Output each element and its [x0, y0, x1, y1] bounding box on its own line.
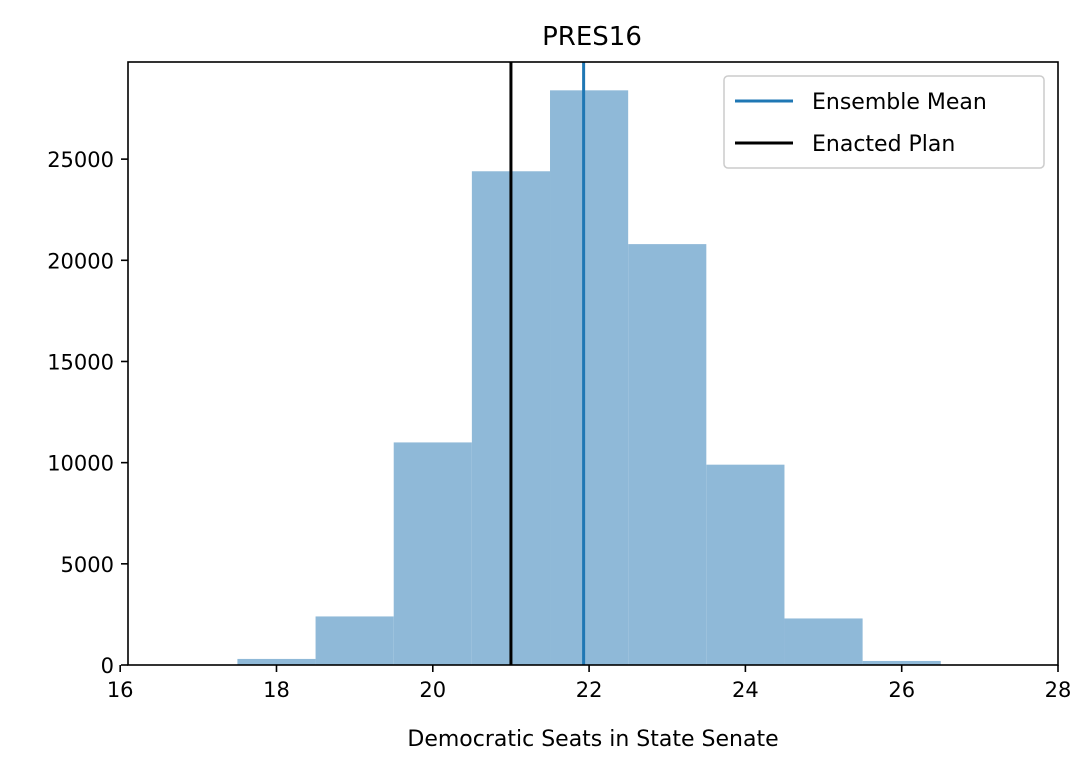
histogram-bar-5: [628, 244, 707, 666]
histogram-bars: [237, 90, 941, 666]
x-tick-label: 22: [576, 678, 603, 702]
x-tick-label: 20: [419, 678, 446, 702]
reference-lines: [509, 62, 586, 665]
histogram-bar-6: [706, 464, 785, 665]
x-tick-label: 24: [732, 678, 759, 702]
legend-label-enacted-plan: Enacted Plan: [812, 132, 955, 157]
x-tick-label: 26: [888, 678, 915, 702]
histogram-bar-8: [862, 660, 941, 665]
x-tick-label: 28: [1045, 678, 1072, 702]
plot-frame: [127, 61, 1059, 666]
chart-title: PRES16: [542, 22, 642, 52]
legend-label-ensemble-mean: Ensemble Mean: [812, 90, 987, 115]
y-tick-label: 25000: [47, 148, 114, 172]
histogram-bar-7: [784, 618, 863, 665]
y-tick-label: 10000: [47, 452, 114, 476]
y-tick-label: 5000: [61, 553, 114, 577]
y-tick-label: 20000: [47, 249, 114, 273]
histogram-bar-2: [393, 442, 472, 665]
legend-box: [723, 75, 1045, 169]
histogram-bar-1: [315, 616, 394, 665]
x-axis-label: Democratic Seats in State Senate: [407, 727, 778, 752]
x-tick-label: 18: [263, 678, 290, 702]
legend: Ensemble Mean Enacted Plan: [723, 75, 1045, 169]
x-tick-label: 16: [107, 678, 134, 702]
axes: 16 18 20 22 24 26 28 0 5000 10000 15000 20000 25000: [47, 61, 1072, 702]
histogram-bar-4: [550, 90, 629, 665]
histogram-bar-0: [237, 658, 316, 665]
y-tick-label: 15000: [47, 350, 114, 374]
y-tick-label: 0: [101, 654, 114, 678]
